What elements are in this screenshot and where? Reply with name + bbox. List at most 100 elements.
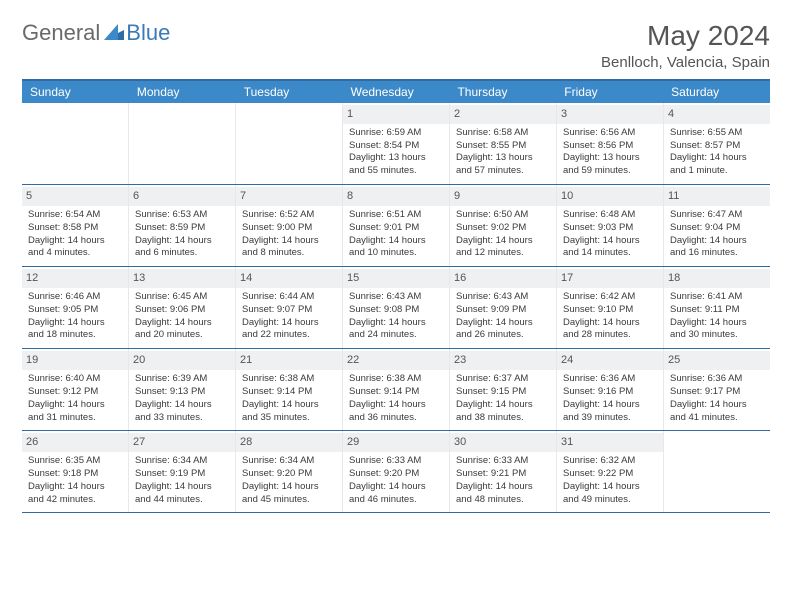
sunset-text: Sunset: 8:56 PM <box>563 140 657 153</box>
day-number: 3 <box>557 105 663 124</box>
calendar-cell: 11Sunrise: 6:47 AMSunset: 9:04 PMDayligh… <box>664 185 770 266</box>
day-number: 14 <box>236 269 342 288</box>
daylight-text: Daylight: 14 hours and 16 minutes. <box>670 235 764 261</box>
dayheader-sunday: Sunday <box>22 81 129 103</box>
calendar: Sunday Monday Tuesday Wednesday Thursday… <box>22 79 770 513</box>
calendar-cell: 7Sunrise: 6:52 AMSunset: 9:00 PMDaylight… <box>236 185 343 266</box>
day-number: 13 <box>129 269 235 288</box>
calendar-cell: 22Sunrise: 6:38 AMSunset: 9:14 PMDayligh… <box>343 349 450 430</box>
dayheader-tuesday: Tuesday <box>236 81 343 103</box>
dayheader-wednesday: Wednesday <box>343 81 450 103</box>
sunset-text: Sunset: 9:09 PM <box>456 304 550 317</box>
sunset-text: Sunset: 9:12 PM <box>28 386 122 399</box>
calendar-cell: 20Sunrise: 6:39 AMSunset: 9:13 PMDayligh… <box>129 349 236 430</box>
daylight-text: Daylight: 13 hours and 59 minutes. <box>563 152 657 178</box>
sunrise-text: Sunrise: 6:54 AM <box>28 209 122 222</box>
calendar-cell: 10Sunrise: 6:48 AMSunset: 9:03 PMDayligh… <box>557 185 664 266</box>
sunrise-text: Sunrise: 6:52 AM <box>242 209 336 222</box>
daylight-text: Daylight: 14 hours and 1 minute. <box>670 152 764 178</box>
sunrise-text: Sunrise: 6:44 AM <box>242 291 336 304</box>
calendar-cell: 8 Sunrise: 6:51 AMSunset: 9:01 PMDaylight… <box>343 185 450 266</box>
sunrise-text: Sunrise: 6:34 AM <box>135 455 229 468</box>
daylight-text: Daylight: 14 hours and 31 minutes. <box>28 399 122 425</box>
calendar-cell: 30Sunrise: 6:33 AMSunset: 9:21 PMDayligh… <box>450 431 557 512</box>
calendar-cell: 15Sunrise: 6:43 AMSunset: 9:08 PMDayligh… <box>343 267 450 348</box>
sunrise-text: Sunrise: 6:40 AM <box>28 373 122 386</box>
daylight-text: Daylight: 14 hours and 42 minutes. <box>28 481 122 507</box>
calendar-cell: 4Sunrise: 6:55 AMSunset: 8:57 PMDaylight… <box>664 103 770 184</box>
title-block: May 2024 Benlloch, Valencia, Spain <box>601 20 770 71</box>
sunset-text: Sunset: 9:20 PM <box>349 468 443 481</box>
calendar-cell: 2Sunrise: 6:58 AMSunset: 8:55 PMDaylight… <box>450 103 557 184</box>
daylight-text: Daylight: 14 hours and 33 minutes. <box>135 399 229 425</box>
calendar-cell: 29 Sunrise: 6:33 AMSunset: 9:20 PMDayligh… <box>343 431 450 512</box>
day-number: 7 <box>236 187 342 206</box>
sunrise-text: Sunrise: 6:59 AM <box>349 127 443 140</box>
dayheader-friday: Friday <box>556 81 663 103</box>
sunrise-text: Sunrise: 6:38 AM <box>349 373 443 386</box>
day-number: 17 <box>557 269 663 288</box>
day-number: 30 <box>450 433 556 452</box>
calendar-cell: 17Sunrise: 6:42 AMSunset: 9:10 PMDayligh… <box>557 267 664 348</box>
daylight-text: Daylight: 14 hours and 36 minutes. <box>349 399 443 425</box>
daylight-text: Daylight: 14 hours and 22 minutes. <box>242 317 336 343</box>
daylight-text: Daylight: 14 hours and 48 minutes. <box>456 481 550 507</box>
daylight-text: Daylight: 14 hours and 4 minutes. <box>28 235 122 261</box>
sunrise-text: Sunrise: 6:37 AM <box>456 373 550 386</box>
sunrise-text: Sunrise: 6:32 AM <box>563 455 657 468</box>
sunset-text: Sunset: 9:02 PM <box>456 222 550 235</box>
sunset-text: Sunset: 9:01 PM <box>349 222 443 235</box>
dayheader-row: Sunday Monday Tuesday Wednesday Thursday… <box>22 81 770 103</box>
daylight-text: Daylight: 14 hours and 41 minutes. <box>670 399 764 425</box>
calendar-cell <box>236 103 343 184</box>
daylight-text: Daylight: 14 hours and 20 minutes. <box>135 317 229 343</box>
sunset-text: Sunset: 9:21 PM <box>456 468 550 481</box>
calendar-cell: 23Sunrise: 6:37 AMSunset: 9:15 PMDayligh… <box>450 349 557 430</box>
sunrise-text: Sunrise: 6:36 AM <box>563 373 657 386</box>
sunset-text: Sunset: 9:15 PM <box>456 386 550 399</box>
sunrise-text: Sunrise: 6:45 AM <box>135 291 229 304</box>
sunrise-text: Sunrise: 6:43 AM <box>349 291 443 304</box>
calendar-cell <box>664 431 770 512</box>
sunrise-text: Sunrise: 6:33 AM <box>349 455 443 468</box>
daylight-text: Daylight: 14 hours and 10 minutes. <box>349 235 443 261</box>
daylight-text: Daylight: 14 hours and 38 minutes. <box>456 399 550 425</box>
daylight-text: Daylight: 14 hours and 28 minutes. <box>563 317 657 343</box>
day-number: 24 <box>557 351 663 370</box>
calendar-cell: 18Sunrise: 6:41 AMSunset: 9:11 PMDayligh… <box>664 267 770 348</box>
sunrise-text: Sunrise: 6:48 AM <box>563 209 657 222</box>
day-number: 8 <box>343 187 449 206</box>
calendar-cell: 28Sunrise: 6:34 AMSunset: 9:20 PMDayligh… <box>236 431 343 512</box>
day-number: 21 <box>236 351 342 370</box>
day-number: 29 <box>343 433 449 452</box>
day-number: 11 <box>664 187 770 206</box>
calendar-cell: 16Sunrise: 6:43 AMSunset: 9:09 PMDayligh… <box>450 267 557 348</box>
daylight-text: Daylight: 14 hours and 49 minutes. <box>563 481 657 507</box>
daylight-text: Daylight: 14 hours and 14 minutes. <box>563 235 657 261</box>
sunset-text: Sunset: 8:57 PM <box>670 140 764 153</box>
sunset-text: Sunset: 9:20 PM <box>242 468 336 481</box>
daylight-text: Daylight: 13 hours and 57 minutes. <box>456 152 550 178</box>
sunset-text: Sunset: 9:22 PM <box>563 468 657 481</box>
calendar-cell: 13Sunrise: 6:45 AMSunset: 9:06 PMDayligh… <box>129 267 236 348</box>
calendar-cell: 24Sunrise: 6:36 AMSunset: 9:16 PMDayligh… <box>557 349 664 430</box>
day-number: 20 <box>129 351 235 370</box>
sunset-text: Sunset: 9:07 PM <box>242 304 336 317</box>
week-row: 5Sunrise: 6:54 AMSunset: 8:58 PMDaylight… <box>22 185 770 267</box>
calendar-cell: 9Sunrise: 6:50 AMSunset: 9:02 PMDaylight… <box>450 185 557 266</box>
sunrise-text: Sunrise: 6:56 AM <box>563 127 657 140</box>
sunrise-text: Sunrise: 6:34 AM <box>242 455 336 468</box>
calendar-cell <box>22 103 129 184</box>
day-number: 9 <box>450 187 556 206</box>
week-row: 19Sunrise: 6:40 AMSunset: 9:12 PMDayligh… <box>22 349 770 431</box>
dayheader-saturday: Saturday <box>663 81 770 103</box>
location: Benlloch, Valencia, Spain <box>601 54 770 71</box>
sunrise-text: Sunrise: 6:55 AM <box>670 127 764 140</box>
daylight-text: Daylight: 14 hours and 8 minutes. <box>242 235 336 261</box>
daylight-text: Daylight: 14 hours and 39 minutes. <box>563 399 657 425</box>
sunrise-text: Sunrise: 6:51 AM <box>349 209 443 222</box>
week-row: 12Sunrise: 6:46 AMSunset: 9:05 PMDayligh… <box>22 267 770 349</box>
daylight-text: Daylight: 14 hours and 46 minutes. <box>349 481 443 507</box>
calendar-cell: 21Sunrise: 6:38 AMSunset: 9:14 PMDayligh… <box>236 349 343 430</box>
sunrise-text: Sunrise: 6:35 AM <box>28 455 122 468</box>
